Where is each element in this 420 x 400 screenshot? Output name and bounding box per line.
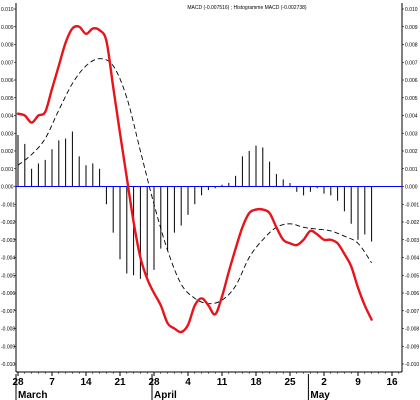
y-tick-label-right: 0.006: [405, 78, 418, 84]
y-tick-label-right: 0.003: [405, 131, 418, 137]
y-tick-label-right: 0.005: [405, 96, 418, 102]
y-tick-label-left: -0.002: [1, 220, 15, 226]
y-tick-label-left: -0.005: [1, 273, 15, 279]
y-tick-label-right: -0.005: [405, 273, 419, 279]
y-tick-label-right: 0.009: [405, 25, 418, 31]
y-tick-label-right: -0.006: [405, 291, 419, 297]
x-tick-label: 18: [250, 377, 262, 388]
x-tick-label: 21: [114, 377, 126, 388]
month-label: March: [18, 390, 47, 400]
y-tick-label-left: 0.000: [1, 185, 14, 191]
month-label: May: [310, 390, 330, 400]
chart-title: MACD (-0.007516) ; Histogramme MACD (-0.…: [187, 5, 307, 11]
y-tick-label-left: -0.004: [1, 256, 15, 262]
x-tick-label: 9: [355, 377, 361, 388]
y-tick-label-right: 0.000: [405, 185, 418, 191]
y-tick-label-left: -0.003: [1, 238, 15, 244]
y-tick-label-left: -0.010: [1, 362, 15, 368]
y-tick-label-left: 0.005: [1, 96, 14, 102]
y-tick-label-left: 0.007: [1, 60, 14, 66]
y-tick-label-right: -0.007: [405, 309, 419, 315]
y-tick-label-left: -0.006: [1, 291, 15, 297]
y-tick-label-left: 0.008: [1, 43, 14, 49]
y-tick-label-left: 0.002: [1, 149, 14, 155]
y-tick-label-left: 0.001: [1, 167, 14, 173]
y-tick-label-right: 0.007: [405, 60, 418, 66]
x-tick-label: 25: [284, 377, 296, 388]
y-tick-label-right: 0.004: [405, 114, 418, 120]
x-tick-label: 28: [148, 377, 160, 388]
signal-line: [17, 58, 372, 305]
x-axis: 287142128411182529162330MarchAprilMay: [12, 371, 402, 400]
x-tick-label: 2: [321, 377, 327, 388]
y-tick-label-right: -0.010: [405, 362, 419, 368]
y-tick-label-left: 0.009: [1, 25, 14, 31]
histogram-series: [17, 131, 373, 279]
y-tick-label-left: 0.006: [1, 78, 14, 84]
x-tick-label: 28: [12, 377, 24, 388]
y-tick-label-left: -0.001: [1, 202, 15, 208]
y-tick-label-right: -0.008: [405, 327, 419, 333]
y-tick-label-right: 0.010: [405, 7, 418, 13]
y-tick-label-right: -0.003: [405, 238, 419, 244]
month-label: April: [154, 390, 177, 400]
y-tick-label-right: 0.001: [405, 167, 418, 173]
y-tick-label-right: -0.009: [405, 344, 419, 350]
y-tick-label-left: 0.010: [1, 7, 14, 13]
x-tick-label: 4: [185, 377, 191, 388]
macd-line: [16, 25, 373, 334]
y-tick-label-right: -0.002: [405, 220, 419, 226]
x-tick-label: 14: [80, 377, 92, 388]
x-tick-label: 11: [217, 377, 228, 388]
y-tick-label-left: -0.009: [1, 344, 15, 350]
x-tick-label: 7: [49, 377, 55, 388]
y-tick-label-left: 0.004: [1, 114, 14, 120]
y-tick-label-left: -0.008: [1, 327, 15, 333]
y-tick-label-right: -0.001: [405, 202, 419, 208]
x-tick-label: 16: [386, 377, 398, 388]
y-tick-label-left: 0.003: [1, 131, 14, 137]
y-tick-label-right: 0.008: [405, 43, 418, 49]
y-tick-label-right: -0.004: [405, 256, 419, 262]
y-tick-label-left: -0.007: [1, 309, 15, 315]
y-tick-label-right: 0.002: [405, 149, 418, 155]
y-axis: 0.010 0.010 0.009 0.009 0.008 0.008 0.007 0.007…: [1, 3, 419, 372]
